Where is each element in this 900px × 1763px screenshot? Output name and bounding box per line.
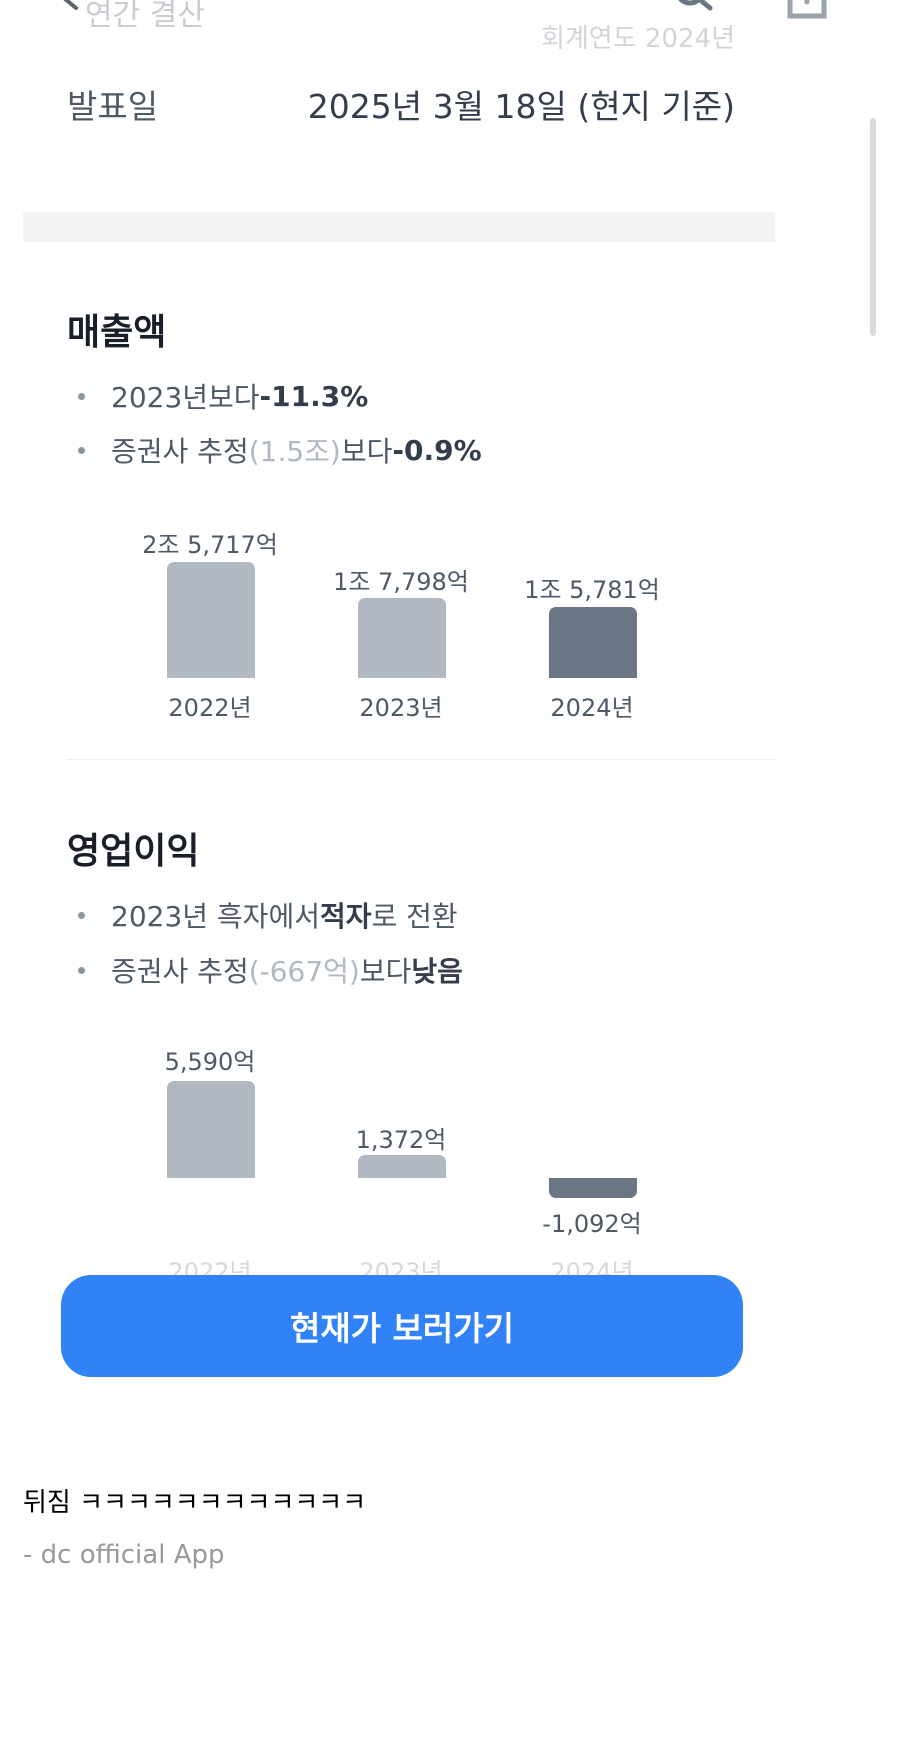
bar-value-label: 1조 5,781억 xyxy=(524,576,660,604)
bar-value-label: 1조 7,798억 xyxy=(333,568,469,596)
operating-income-bar-2024 xyxy=(549,1178,637,1198)
share-icon[interactable] xyxy=(782,0,830,22)
revenue-chart: 2조 5,717억 2022년 1조 7,798억 2023년 1조 5,781… xyxy=(120,520,760,730)
fiscal-year-label: 회계연도 2024년 xyxy=(540,24,735,54)
section-divider xyxy=(67,759,775,760)
section-divider-band xyxy=(23,212,775,242)
operating-income-bullet-estimate: 증권사 추정 (-667억) 보다 낮음 xyxy=(78,950,463,990)
bar-value-label: 1,372억 xyxy=(355,1126,447,1154)
operating-income-bullet-turn: 2023년 흑자에서 적자 로 전환 xyxy=(78,895,458,935)
revenue-bullet-yoy: 2023년보다 -11.3% xyxy=(78,376,368,416)
operating-income-bar-2022 xyxy=(167,1081,255,1178)
search-icon[interactable] xyxy=(668,0,718,28)
year-label: 2024년 xyxy=(550,694,634,722)
bullet-dot xyxy=(78,392,85,400)
revenue-bar-2024 xyxy=(549,607,637,678)
operating-income-bar-2023 xyxy=(358,1155,446,1178)
revenue-title: 매출액 xyxy=(67,312,167,353)
announcement-date-label: 발표일 xyxy=(67,87,159,126)
bar-value-label: 2조 5,717억 xyxy=(142,531,278,559)
bullet-dot xyxy=(78,966,85,974)
bar-value-label: -1,092억 xyxy=(542,1210,642,1238)
revenue-bullet-estimate: 증권사 추정 (1.5조) 보다 -0.9% xyxy=(78,430,482,470)
bullet-dot xyxy=(78,911,85,919)
operating-income-chart: 5,590억 2022년 1,372억 2023년 -1,092억 2024년 xyxy=(120,1040,760,1286)
post-signature: - dc official App xyxy=(23,1540,225,1570)
announcement-date-value: 2025년 3월 18일 (현지 기준) xyxy=(307,87,735,126)
bullet-dot xyxy=(78,446,85,454)
scrollbar[interactable] xyxy=(870,118,876,336)
revenue-bar-2023 xyxy=(358,598,446,678)
post-comment: 뒤짐 ㅋㅋㅋㅋㅋㅋㅋㅋㅋㅋㅋㅋ xyxy=(23,1488,367,1518)
operating-income-title: 영업이익 xyxy=(67,831,200,872)
bar-value-label: 5,590억 xyxy=(164,1048,256,1076)
year-label: 2022년 xyxy=(168,694,252,722)
page-title: 연간 결산 xyxy=(85,0,205,33)
year-label: 2023년 xyxy=(359,694,443,722)
revenue-bar-2022 xyxy=(167,562,255,678)
view-current-price-button[interactable]: 현재가 보러가기 xyxy=(61,1275,743,1377)
back-arrow-icon[interactable] xyxy=(58,0,94,22)
